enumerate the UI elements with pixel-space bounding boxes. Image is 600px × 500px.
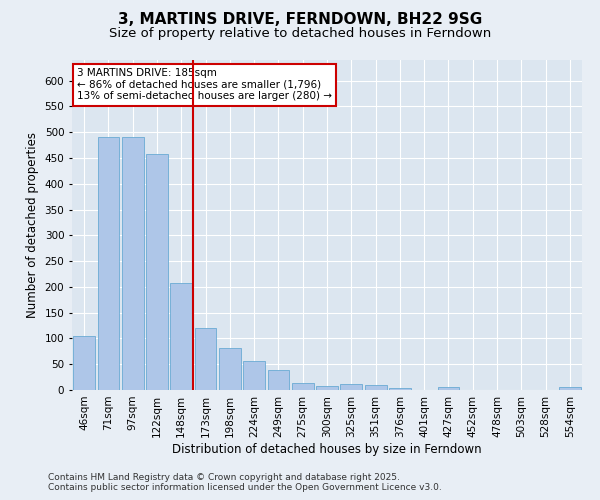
Bar bbox=[170, 284, 192, 390]
Text: Contains HM Land Registry data © Crown copyright and database right 2025.
Contai: Contains HM Land Registry data © Crown c… bbox=[48, 473, 442, 492]
Bar bbox=[340, 384, 362, 390]
Bar bbox=[316, 386, 338, 390]
Bar bbox=[146, 154, 168, 390]
Bar bbox=[97, 138, 119, 390]
Bar bbox=[365, 385, 386, 390]
X-axis label: Distribution of detached houses by size in Ferndown: Distribution of detached houses by size … bbox=[172, 442, 482, 456]
Bar bbox=[73, 336, 95, 390]
Y-axis label: Number of detached properties: Number of detached properties bbox=[26, 132, 39, 318]
Bar bbox=[194, 328, 217, 390]
Bar bbox=[389, 388, 411, 390]
Bar bbox=[268, 370, 289, 390]
Bar bbox=[243, 360, 265, 390]
Text: 3, MARTINS DRIVE, FERNDOWN, BH22 9SG: 3, MARTINS DRIVE, FERNDOWN, BH22 9SG bbox=[118, 12, 482, 28]
Bar bbox=[122, 138, 143, 390]
Bar bbox=[559, 388, 581, 390]
Bar bbox=[219, 348, 241, 390]
Bar bbox=[437, 388, 460, 390]
Text: Size of property relative to detached houses in Ferndown: Size of property relative to detached ho… bbox=[109, 28, 491, 40]
Bar bbox=[292, 384, 314, 390]
Text: 3 MARTINS DRIVE: 185sqm
← 86% of detached houses are smaller (1,796)
13% of semi: 3 MARTINS DRIVE: 185sqm ← 86% of detache… bbox=[77, 68, 332, 102]
